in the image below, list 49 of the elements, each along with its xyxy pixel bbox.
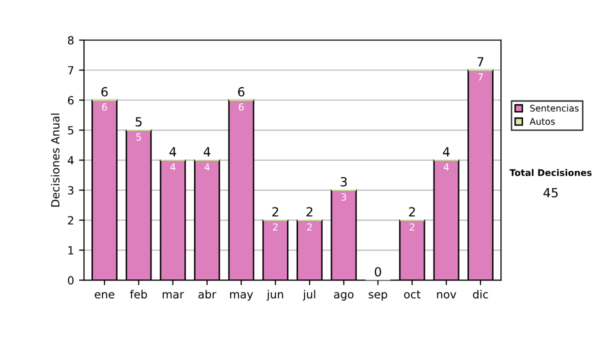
total-label: 2 <box>409 207 415 216</box>
total-label: 2 <box>306 207 312 216</box>
total-label: 4 <box>170 147 176 156</box>
x-tick-label: may <box>230 292 254 301</box>
x-tick-label: sep <box>368 292 388 301</box>
data-label: 4 <box>444 163 449 171</box>
data-label: 2 <box>410 223 414 231</box>
total-label: 7 <box>478 57 484 66</box>
data-label: 3 <box>341 193 346 201</box>
total-label: 6 <box>238 87 244 97</box>
x-tick-label: ene <box>94 292 114 298</box>
data-label: 6 <box>238 103 244 111</box>
y-tick-label: 2 <box>68 216 74 224</box>
y-tick-label: 0 <box>68 276 74 285</box>
data-label: 2 <box>307 223 312 231</box>
legend-label: Autos <box>530 118 555 125</box>
y-axis-title: Decisiones Anual <box>50 114 60 207</box>
y-tick-label: 8 <box>68 36 74 44</box>
x-tick-label: ago <box>334 292 354 301</box>
data-label: 2 <box>273 223 278 231</box>
total-label: 5 <box>136 117 142 127</box>
x-tick-label: mar <box>162 292 184 298</box>
data-label: 5 <box>136 133 141 141</box>
y-tick-label: 5 <box>68 126 74 135</box>
total-label: 3 <box>340 177 347 187</box>
total-label: 4 <box>442 147 450 156</box>
x-tick-label: jul <box>302 290 316 301</box>
y-tick-label: 7 <box>68 66 74 74</box>
y-tick-label: 1 <box>68 246 74 254</box>
x-tick-label: jun <box>266 290 284 301</box>
y-tick-label: 3 <box>68 186 74 195</box>
legend-label: Sentencias <box>530 104 579 112</box>
total-label: 2 <box>272 207 278 216</box>
x-tick-label: feb <box>130 290 147 298</box>
text: 45 <box>543 188 558 198</box>
data-label: 7 <box>478 73 483 81</box>
text: Total Decisiones <box>510 169 592 176</box>
total-label: 4 <box>204 147 210 156</box>
x-tick-label: nov <box>437 292 456 298</box>
y-tick-label: 4 <box>68 156 74 164</box>
data-label: 4 <box>170 163 176 171</box>
x-tick-label: oct <box>404 290 420 298</box>
data-label: 4 <box>204 163 210 171</box>
total-label: 6 <box>101 87 108 97</box>
total-label: 0 <box>374 267 382 277</box>
data-label: 6 <box>102 103 107 111</box>
y-tick-label: 6 <box>68 96 74 105</box>
x-tick-label: abr <box>198 290 216 298</box>
x-tick-label: dic <box>472 290 488 298</box>
